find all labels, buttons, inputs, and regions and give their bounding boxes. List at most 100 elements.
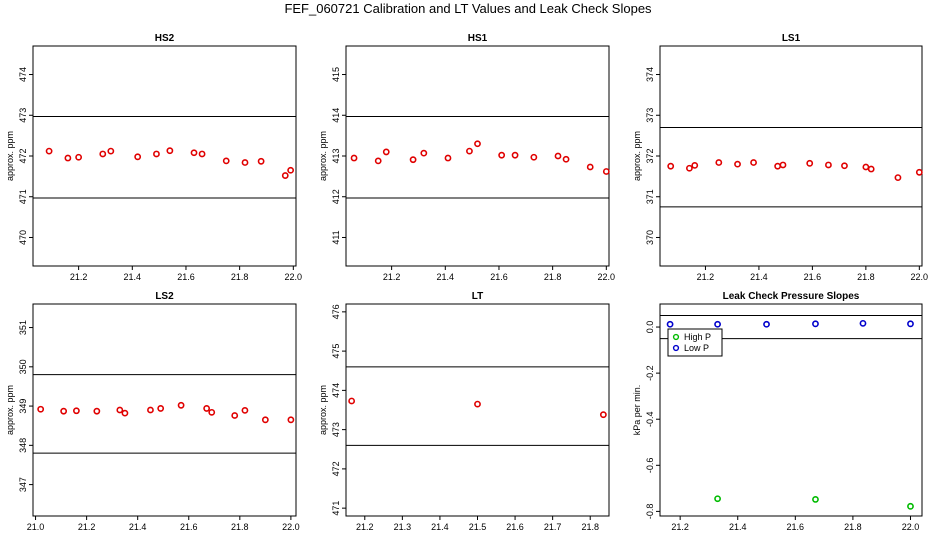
x-tick-label: 21.0	[27, 522, 45, 532]
y-tick-label: 348	[18, 438, 28, 453]
data-point	[779, 161, 787, 169]
panel-lt: LT 21.2 21.3 21.4 21.5 21.6 21.7 21.8 471 472 473 4…	[318, 291, 610, 532]
x-tick-label: 21.3	[394, 522, 412, 532]
y-tick-label: 351	[18, 320, 28, 335]
data-point	[474, 400, 481, 408]
y-axis-label: approx. ppm	[5, 131, 15, 181]
data-point	[686, 164, 693, 172]
x-tick-label: 21.4	[124, 272, 142, 282]
y-tick-label: 412	[331, 189, 341, 204]
data-point	[498, 151, 506, 159]
data-point	[208, 408, 216, 416]
y-axis-label: approx. ppm	[318, 131, 328, 181]
data-point	[667, 162, 675, 170]
data-point	[382, 148, 390, 156]
data-point	[93, 407, 101, 415]
data-point-low-p	[812, 320, 819, 328]
y-tick-label: 415	[331, 67, 341, 82]
data-point	[157, 405, 165, 412]
x-tick-label: 21.7	[544, 522, 562, 532]
y-tick-label: -0.2	[645, 365, 655, 381]
x-tick-label: 21.2	[70, 272, 88, 282]
x-tick-label: 21.6	[490, 272, 508, 282]
x-tick-label: 22.0	[598, 272, 616, 282]
data-point	[474, 140, 481, 148]
data-point	[116, 406, 124, 414]
x-tick-label: 21.6	[180, 522, 198, 532]
data-point	[599, 411, 607, 419]
y-tick-label: -0.8	[645, 504, 655, 520]
x-tick-label: 21.2	[671, 522, 689, 532]
y-tick-label: 371	[645, 189, 655, 204]
data-point	[691, 161, 699, 169]
data-point	[734, 160, 741, 168]
plot-frame	[32, 45, 297, 267]
x-tick-label: 21.4	[750, 272, 768, 282]
y-tick-label: 472	[331, 461, 341, 476]
data-point	[99, 150, 107, 158]
data-point	[241, 159, 249, 166]
x-tick-label: 21.2	[697, 272, 715, 282]
data-point	[190, 149, 198, 157]
data-point	[554, 152, 562, 160]
x-tick-label: 21.8	[544, 272, 562, 282]
data-point	[586, 163, 594, 171]
panel-ls2: LS2 21.0 21.2 21.4 21.6 21.8 22.0 347 348 349 350 3…	[5, 291, 300, 532]
data-point	[166, 147, 174, 155]
panel-title: HS2	[155, 33, 175, 44]
x-tick-label: 21.8	[231, 522, 249, 532]
plot-frame	[345, 303, 610, 517]
y-axis-label: approx. ppm	[632, 131, 642, 181]
data-point	[203, 405, 211, 412]
x-tick-label: 21.2	[78, 522, 96, 532]
data-point	[73, 407, 80, 415]
x-tick-label: 21.4	[437, 272, 455, 282]
x-tick-label: 21.8	[844, 522, 862, 532]
plot-frame	[659, 45, 923, 267]
legend-marker-low-p	[672, 344, 680, 352]
y-tick-label: 347	[18, 477, 28, 492]
x-tick-label: 21.4	[729, 522, 747, 532]
y-tick-label: 414	[331, 108, 341, 123]
data-point-low-p	[763, 320, 770, 328]
data-point	[60, 407, 68, 415]
y-tick-label: 370	[645, 230, 655, 245]
y-axis-label: approx. ppm	[318, 385, 328, 435]
data-point	[198, 150, 206, 158]
data-point	[75, 153, 83, 161]
plot-frame	[32, 303, 297, 517]
y-tick-label: 349	[18, 399, 28, 414]
data-point	[374, 157, 382, 165]
panel-title: LS1	[782, 33, 801, 44]
x-tick-label: 21.2	[356, 522, 374, 532]
panel-hs1: HS1 21.2 21.4 21.6 21.8 22.0 411 412 413 414 415 ap…	[318, 33, 615, 282]
data-point	[350, 154, 358, 162]
data-point	[287, 416, 295, 424]
y-tick-label: 374	[645, 67, 655, 82]
data-point	[602, 168, 610, 175]
panel-title: HS1	[468, 33, 488, 44]
x-tick-label: 21.6	[506, 522, 524, 532]
y-tick-label: 470	[18, 230, 28, 245]
legend-label-low-p: Low P	[684, 343, 709, 353]
x-tick-label: 21.5	[469, 522, 487, 532]
y-tick-label: 472	[18, 148, 28, 163]
x-tick-label: 22.0	[282, 522, 300, 532]
data-point	[281, 172, 289, 179]
data-point-low-p	[859, 319, 867, 327]
data-point-high-p	[714, 495, 721, 503]
data-point	[530, 153, 538, 161]
data-point	[134, 153, 142, 161]
plot-frame	[659, 303, 923, 517]
y-tick-label: 411	[331, 230, 341, 244]
x-tick-label: 22.0	[911, 272, 929, 282]
data-point	[153, 150, 160, 158]
x-tick-label: 21.8	[231, 272, 249, 282]
data-point	[257, 157, 265, 165]
y-tick-label: 473	[18, 108, 28, 123]
y-axis-label: approx. ppm	[5, 385, 15, 435]
data-point	[466, 147, 473, 155]
data-point	[222, 157, 230, 165]
x-tick-label: 21.4	[129, 522, 147, 532]
